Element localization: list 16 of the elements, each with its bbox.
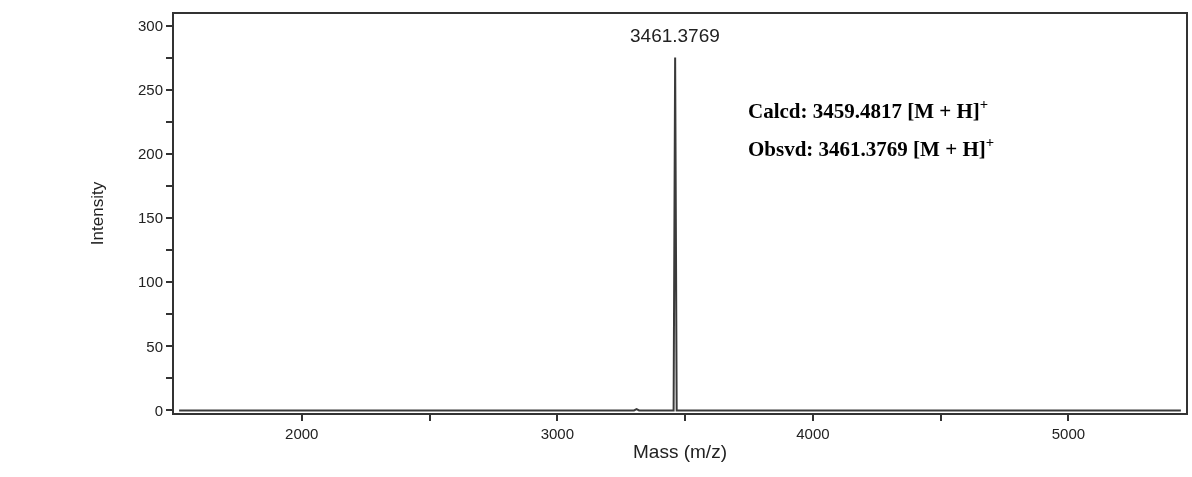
x-axis-title: Mass (m/z)	[633, 441, 727, 463]
annotation: Calcd: 3459.4817 [M + H]$^{+}$	[748, 96, 989, 123]
y-tick-label: 50	[146, 337, 163, 355]
x-tick-label: 5000	[1051, 425, 1086, 442]
annotation: 3461.3769	[630, 25, 720, 46]
y-tick-label: 200	[137, 145, 163, 163]
x-tick-label: 4000	[796, 425, 830, 442]
x-tick-label: 3000	[540, 425, 575, 442]
y-axis-title: Intensity	[88, 181, 108, 246]
y-tick-label: 250	[137, 80, 163, 98]
y-tick-label: 0	[154, 401, 163, 419]
y-tick-label: 100	[137, 273, 163, 291]
y-tick-label: 300	[137, 16, 163, 34]
x-tick-label: 2000	[285, 425, 319, 442]
annotation: Obsvd: 3461.3769 [M + H]$^{+}$	[748, 134, 995, 161]
y-tick-label: 150	[137, 209, 163, 227]
